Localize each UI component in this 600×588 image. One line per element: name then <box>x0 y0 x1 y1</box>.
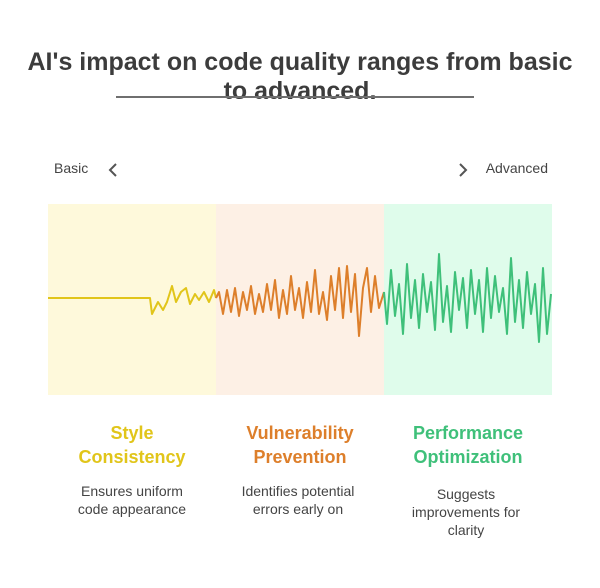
stage-description-line: Suggests <box>436 486 496 502</box>
stage-description-style-consistency: Ensures uniform code appearance <box>57 482 207 518</box>
stage-title-line: Prevention <box>253 447 347 467</box>
stage-title-line: Performance <box>412 423 524 443</box>
stage-title-style-consistency: Style Consistency <box>48 421 216 469</box>
chevron-right-icon <box>459 163 468 177</box>
stage-description-line: Identifies potential <box>241 483 355 499</box>
stage-title-line: Vulnerability <box>246 423 354 443</box>
stage-title-performance-optimization: Performance Optimization <box>384 421 552 469</box>
stage-description-vulnerability-prevention: Identifies potential errors early on <box>223 482 373 518</box>
title-strikethrough-line <box>116 96 474 98</box>
page-title: AI's impact on code quality ranges from … <box>27 48 573 105</box>
vulnerability-prevention-wave <box>215 265 385 337</box>
stage-description-line: clarity <box>447 522 485 538</box>
chevron-left-icon <box>108 163 117 177</box>
stage-description-line: improvements for <box>411 504 521 520</box>
performance-optimization-wave <box>383 253 552 343</box>
stage-description-line: Ensures uniform <box>81 483 183 499</box>
stage-description-line: code appearance <box>77 501 187 517</box>
stage-title-line: Optimization <box>413 447 523 467</box>
stage-title-vulnerability-prevention: Vulnerability Prevention <box>216 421 384 469</box>
basic-label: Basic <box>54 160 89 176</box>
stage-title-line: Consistency <box>78 447 186 467</box>
stage-description-line: errors early on <box>252 501 344 517</box>
stage-description-performance-optimization: Suggests improvements for clarity <box>391 485 541 539</box>
stage-title-line: Style <box>110 423 154 443</box>
style-consistency-wave <box>48 285 217 315</box>
advanced-label: Advanced <box>485 160 548 176</box>
